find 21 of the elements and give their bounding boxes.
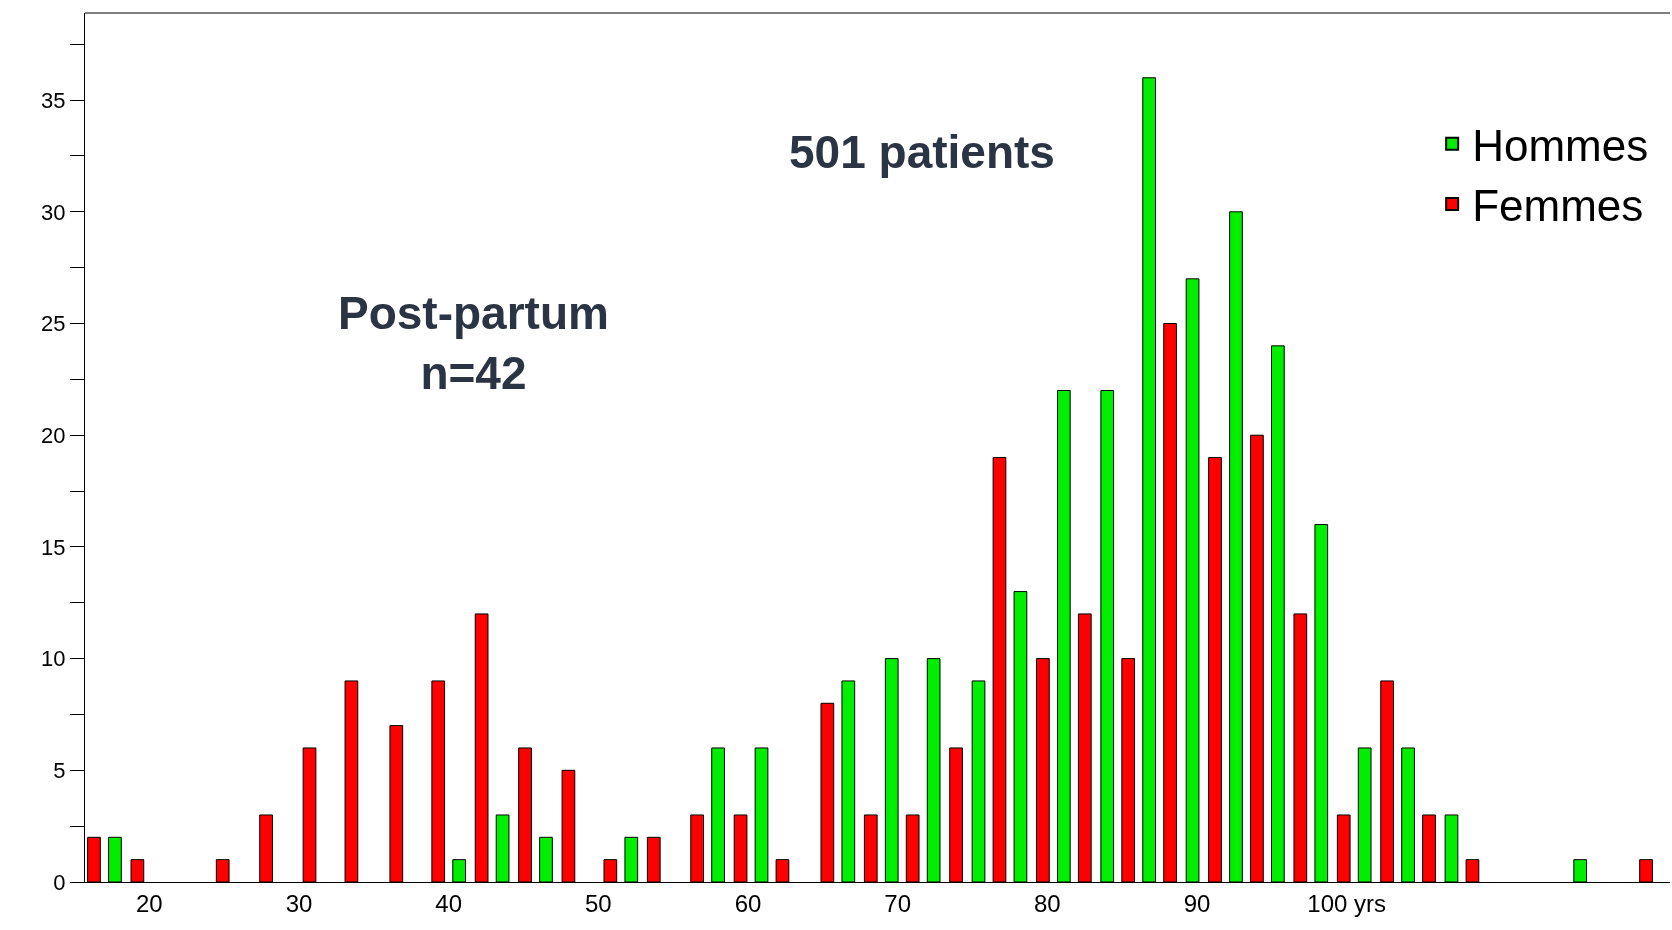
x-tick-label: 90 — [1183, 889, 1211, 917]
x-tick-label: 30 — [285, 889, 313, 917]
x-tick-label: 50 — [585, 889, 612, 917]
y-tick-label: 10 — [41, 646, 66, 672]
y-tick-label: 25 — [41, 311, 66, 337]
x-tick-label: 20 — [136, 889, 163, 917]
y-tick-label: 20 — [41, 422, 66, 448]
legend-label: Hommes — [1472, 120, 1649, 170]
x-tick-label: 70 — [884, 889, 912, 917]
annotation: 501 patients — [789, 126, 1055, 178]
y-tick-label: 30 — [41, 199, 66, 225]
x-tick-label: 40 — [435, 889, 463, 917]
x-tick-label: 100 yrs — [1307, 889, 1387, 917]
y-tick-label: 0 — [53, 869, 66, 895]
legend-label: Femmes — [1472, 181, 1644, 231]
x-tick-label: 80 — [1034, 889, 1061, 917]
x-tick-label: 60 — [734, 889, 762, 917]
y-tick-label: 35 — [41, 87, 66, 113]
y-tick-label: 5 — [53, 758, 66, 783]
annotation: Post-partum n=42 — [338, 287, 609, 399]
y-tick-label: 15 — [41, 534, 66, 560]
